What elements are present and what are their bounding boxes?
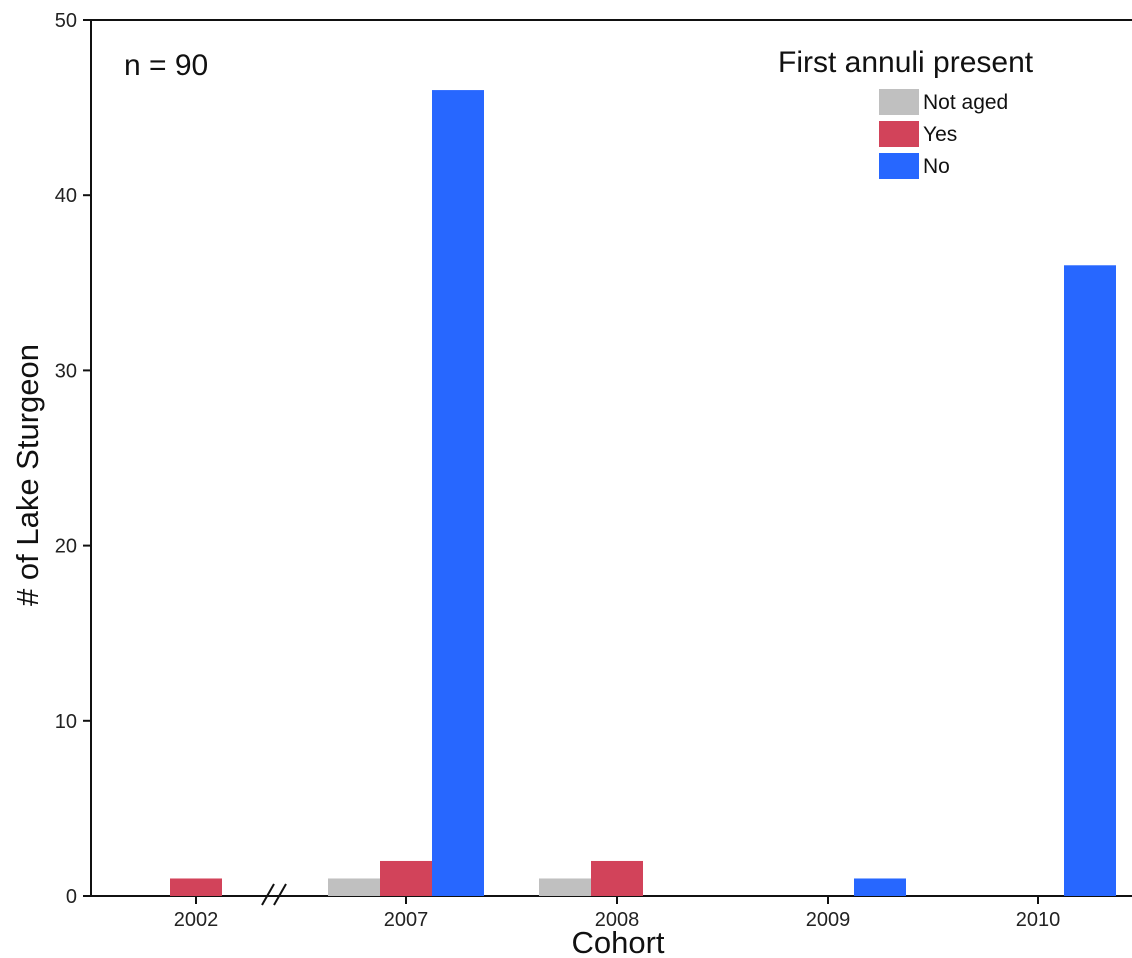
- y-tick-label: 40: [55, 185, 77, 207]
- x-tick-label: 2007: [384, 909, 429, 931]
- bar-not-aged-2007: [328, 878, 380, 896]
- axis-break-slash-2: [273, 883, 287, 906]
- legend-label: No: [923, 155, 950, 178]
- legend-swatch-not-aged: [879, 89, 919, 115]
- x-axis-title: Cohort: [571, 925, 664, 958]
- axis-break-slash-1: [261, 883, 275, 906]
- y-tick-label: 20: [55, 536, 77, 558]
- bar-yes-2008: [591, 860, 643, 896]
- x-tick-label: 2010: [1016, 909, 1061, 931]
- y-tick-label: 10: [55, 711, 77, 733]
- y-ticks: 0 10 20 30 40 50: [55, 10, 91, 908]
- x-tick-label: 2009: [806, 909, 851, 931]
- axis-break-marker: [261, 883, 287, 906]
- y-axis-title: # of Lake Sturgeon: [10, 344, 45, 606]
- bar-yes-2007: [380, 860, 432, 896]
- plot-area: 0 10 20 30 40 50 2002 2007 2008 2009 2010: [55, 10, 1132, 931]
- legend-swatch-no: [879, 153, 919, 179]
- bar-no-2007: [432, 90, 484, 896]
- bars: [170, 90, 1116, 896]
- y-tick-label: 50: [55, 10, 77, 32]
- bar-no-2009: [854, 878, 906, 896]
- legend-items: Not aged Yes No: [879, 89, 1008, 179]
- legend: First annuli present Not aged Yes No: [778, 46, 1034, 179]
- bar-yes-2002: [170, 878, 222, 896]
- legend-swatch-yes: [879, 121, 919, 147]
- legend-label: Not aged: [923, 91, 1008, 114]
- y-tick-label: 30: [55, 360, 77, 382]
- x-ticks: 2002 2007 2008 2009 2010: [174, 896, 1061, 931]
- x-tick-label: 2002: [174, 909, 219, 931]
- sample-size-annotation: n = 90: [124, 49, 208, 82]
- legend-title: First annuli present: [778, 46, 1034, 79]
- bar-no-2010: [1064, 265, 1116, 896]
- legend-label: Yes: [923, 123, 957, 146]
- x-tick-label: 2008: [595, 909, 640, 931]
- y-tick-label: 0: [66, 886, 77, 908]
- bar-not-aged-2008: [539, 878, 591, 896]
